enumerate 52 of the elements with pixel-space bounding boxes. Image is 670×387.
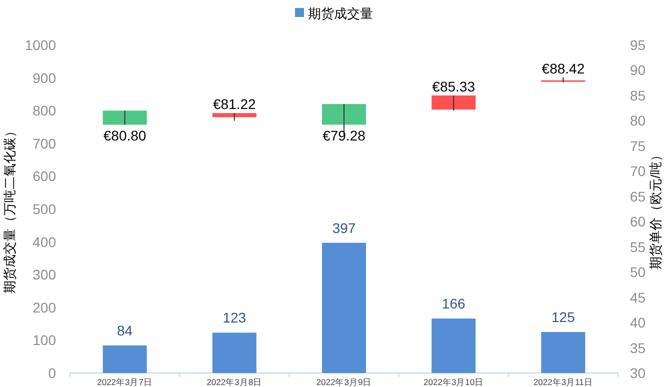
y2-tick-label: 95 <box>630 37 646 53</box>
y2-tick-label: 85 <box>630 87 646 104</box>
data-label: 123 <box>222 310 246 326</box>
data-label: 166 <box>442 296 466 312</box>
y-tick-label: 1000 <box>24 37 56 53</box>
text: €79.28 <box>322 128 366 144</box>
y2-tick-label: 40 <box>630 314 646 331</box>
candlestick <box>212 112 256 122</box>
y-tick-label: 400 <box>32 234 56 250</box>
y-tick-label: 500 <box>32 201 56 217</box>
candlestick <box>432 94 476 112</box>
x-tick-label: 2022年3月11日 <box>533 377 593 387</box>
y2-tick-label: 30 <box>630 365 646 381</box>
y-tick-label: 100 <box>32 332 56 348</box>
bar <box>102 345 147 373</box>
y-tick-label: 700 <box>32 135 56 152</box>
y2-tick-label: 65 <box>630 188 646 204</box>
y2-tick-label: 50 <box>630 264 646 280</box>
text: €88.42 <box>542 60 585 76</box>
x-tick-label: 2022年3月9日 <box>316 377 372 387</box>
y2-tick-label: 55 <box>630 238 646 255</box>
bar <box>432 318 476 373</box>
y2-tick-label: 35 <box>630 340 646 356</box>
y2-tick-label: 90 <box>630 62 646 78</box>
text: €85.33 <box>432 78 476 94</box>
candlestick <box>102 110 147 126</box>
y-axis-title: 期货成交量（万吨二氧化碳） <box>2 124 17 294</box>
y2-tick-label: 70 <box>630 163 646 180</box>
x-tick-label: 2022年3月7日 <box>97 377 152 387</box>
bar <box>322 242 366 373</box>
text: €81.22 <box>212 96 256 112</box>
bar <box>212 332 256 373</box>
bar <box>541 332 586 373</box>
y-tick-label: 800 <box>32 102 56 119</box>
legend-label: 期货成交量 <box>308 6 373 21</box>
x-tick-label: 2022年3月10日 <box>424 377 484 387</box>
y-tick-label: 900 <box>32 70 56 86</box>
y-tick-label: 200 <box>32 299 56 316</box>
text: €80.80 <box>103 128 146 144</box>
y-tick-label: 600 <box>32 168 56 184</box>
y2-tick-label: 45 <box>630 289 646 306</box>
y-tick-label: 0 <box>48 365 56 381</box>
data-label: 125 <box>552 309 576 325</box>
data-label: 397 <box>332 220 356 236</box>
y2-axis-title: 期货单价（欧元/吨） <box>648 148 663 270</box>
y2-tick-label: 80 <box>630 112 646 129</box>
data-label: 84 <box>117 322 133 338</box>
candlestick <box>541 76 586 83</box>
y-tick-label: 300 <box>32 266 56 283</box>
y2-tick-label: 75 <box>630 138 646 154</box>
x-tick-label: 2022年3月8日 <box>206 377 262 387</box>
y2-tick-label: 60 <box>630 214 646 230</box>
